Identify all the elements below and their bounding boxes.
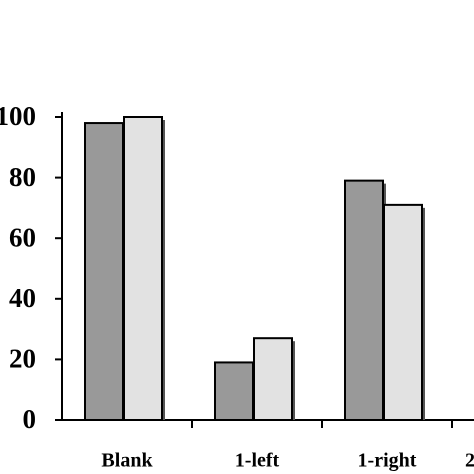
bar	[383, 203, 423, 421]
x-tick-label: 1-right	[358, 450, 417, 472]
y-tick-label: 40	[9, 283, 36, 313]
y-tick-label: 0	[23, 404, 37, 434]
bar	[253, 337, 293, 421]
x-tick-label: 1-left	[235, 450, 280, 472]
bar	[214, 361, 254, 421]
x-tick-label: Blank	[101, 450, 153, 472]
y-tick-label: 80	[9, 162, 36, 192]
y-tick-label: 60	[9, 222, 36, 252]
bar	[123, 116, 163, 421]
y-tick-label: 20	[9, 344, 36, 374]
y-tick-label: 100	[0, 101, 36, 131]
bar	[344, 179, 384, 421]
bar	[84, 122, 124, 421]
x-tick-label: 2	[465, 450, 474, 472]
